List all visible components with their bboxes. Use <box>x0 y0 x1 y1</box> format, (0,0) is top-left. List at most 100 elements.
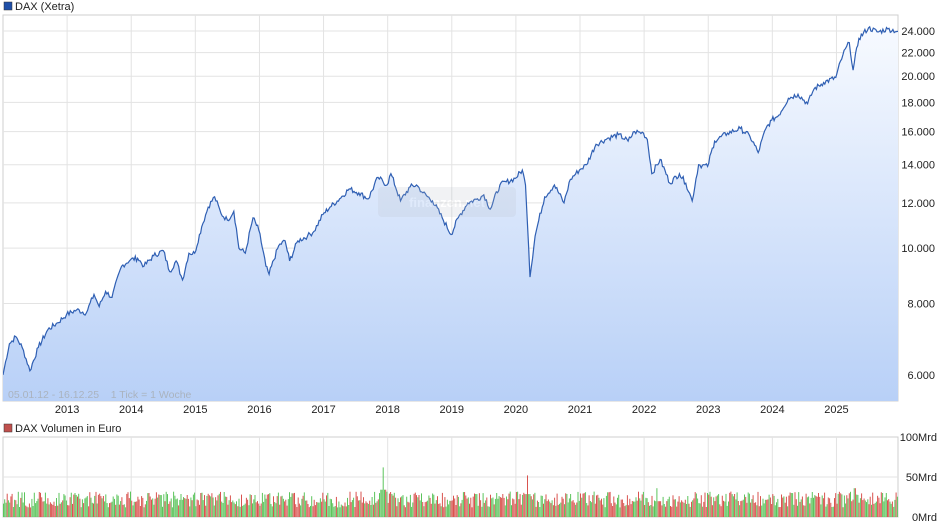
volume-bar <box>797 505 798 517</box>
volume-bar <box>487 506 489 517</box>
volume-bar <box>519 494 521 517</box>
volume-bar <box>27 507 29 517</box>
volume-bar <box>575 504 577 517</box>
volume-bar <box>222 503 224 517</box>
price-y-tick-label: 24.000 <box>901 26 935 38</box>
volume-bar <box>670 506 671 517</box>
volume-bar <box>710 496 712 517</box>
volume-bar <box>486 497 488 517</box>
volume-bar <box>128 498 130 517</box>
volume-bar <box>603 498 605 517</box>
volume-bar <box>808 496 810 517</box>
volume-bar <box>850 491 851 517</box>
volume-bar <box>794 492 796 517</box>
volume-bar <box>691 501 692 517</box>
volume-bar <box>842 507 844 517</box>
volume-bar <box>657 501 659 517</box>
volume-bar <box>560 502 562 517</box>
volume-bar <box>767 499 769 517</box>
volume-bar <box>434 503 436 517</box>
volume-bar <box>416 495 417 517</box>
volume-bar <box>398 502 400 517</box>
volume-bar <box>552 505 554 517</box>
volume-bar <box>576 502 578 517</box>
volume-bar <box>266 494 268 517</box>
volume-bar <box>504 505 506 517</box>
volume-bar <box>326 495 327 517</box>
volume-bar <box>888 499 890 517</box>
volume-bar <box>734 494 736 517</box>
volume-bar <box>158 494 160 517</box>
price-y-tick-label: 18.000 <box>901 97 935 109</box>
volume-bar <box>830 502 832 517</box>
volume-bar <box>880 492 882 517</box>
volume-bar <box>735 499 737 517</box>
volume-bar <box>465 495 467 517</box>
volume-bar <box>862 500 864 517</box>
volume-bar <box>89 492 91 517</box>
volume-bar <box>40 492 41 517</box>
volume-bar <box>562 498 564 517</box>
volume-bar <box>572 500 574 517</box>
volume-bar <box>114 498 115 517</box>
x-tick-label: 2016 <box>247 404 271 416</box>
volume-bar <box>841 494 843 517</box>
volume-bar <box>448 504 450 517</box>
volume-bar <box>106 503 108 517</box>
volume-bar <box>310 505 311 517</box>
volume-bar <box>847 498 849 517</box>
volume-bar <box>208 495 210 517</box>
volume-bar <box>432 493 434 517</box>
volume-bar <box>273 496 274 517</box>
volume-bar <box>298 503 300 517</box>
volume-bar <box>97 494 99 517</box>
volume-bar <box>359 500 361 517</box>
volume-bar <box>236 501 237 517</box>
volume-bar <box>508 493 510 517</box>
volume-bar <box>773 495 775 517</box>
volume-bar <box>686 504 687 517</box>
volume-bar <box>774 505 776 517</box>
volume-bar <box>212 497 214 517</box>
volume-bar <box>70 492 72 517</box>
volume-bar <box>24 492 25 517</box>
volume-bar <box>518 499 520 517</box>
volume-bar <box>112 496 114 517</box>
volume-bar <box>498 496 500 517</box>
volume-bar <box>867 499 869 517</box>
volume-bar <box>871 504 872 517</box>
volume-bar <box>117 495 119 517</box>
volume-bar <box>596 495 597 517</box>
volume-bar <box>829 498 831 517</box>
volume-bar <box>608 492 610 517</box>
volume-bar <box>768 494 770 517</box>
volume-bar <box>86 496 88 517</box>
volume-bar <box>138 499 140 517</box>
volume-bar <box>64 495 66 517</box>
volume-bar <box>437 496 438 517</box>
volume-bar <box>366 502 368 517</box>
volume-bar <box>47 498 49 517</box>
volume-bar <box>814 495 816 517</box>
volume-bar <box>41 497 43 517</box>
volume-bar <box>613 496 615 517</box>
volume-bar <box>873 503 875 517</box>
volume-bar <box>407 501 409 517</box>
volume-bar <box>517 491 519 517</box>
volume-bar <box>253 499 255 517</box>
volume-bar <box>123 504 125 517</box>
volume-bar <box>307 504 309 517</box>
volume-bar <box>776 502 777 517</box>
volume-bar <box>540 495 542 517</box>
volume-bar <box>662 496 664 517</box>
volume-bar <box>406 496 408 517</box>
price-legend-swatch <box>3 1 13 11</box>
volume-bar <box>624 506 626 517</box>
volume-bar <box>724 501 726 517</box>
volume-bar <box>372 504 374 517</box>
volume-bar <box>286 505 288 517</box>
volume-bar <box>809 503 811 517</box>
volume-bar <box>237 506 239 517</box>
volume-bar <box>88 506 90 517</box>
volume-bar <box>271 506 273 517</box>
